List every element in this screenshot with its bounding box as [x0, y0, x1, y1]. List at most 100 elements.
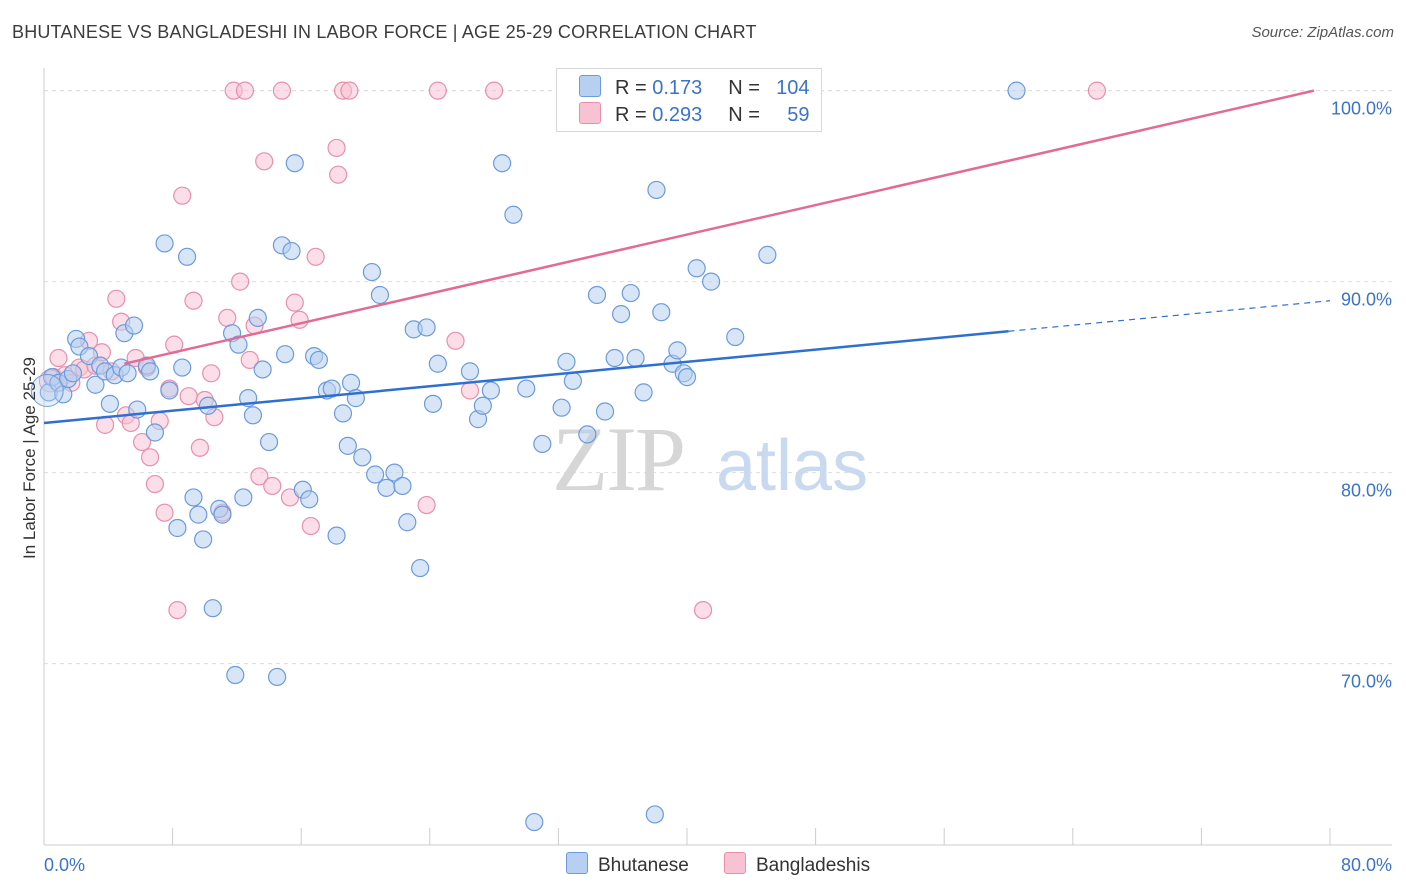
bhutanese-point	[687, 259, 706, 278]
bhutanese-point	[155, 234, 174, 253]
bhutanese-point	[177, 247, 197, 266]
bhutanese-point	[702, 272, 721, 291]
bangladeshis-point	[250, 467, 269, 486]
bangladeshis-trend-line	[124, 89, 1315, 365]
bhutanese-point	[253, 360, 272, 379]
bhutanese-point	[605, 348, 624, 368]
bangladeshis-point	[132, 432, 152, 452]
correlation-legend: R = 0.173 N = 104 R = 0.293 N = 59	[556, 68, 822, 132]
bangladeshis-point	[107, 289, 126, 308]
r-label: R =	[615, 104, 647, 126]
bangladeshis-point	[235, 81, 255, 100]
bhutanese-trend-extension	[1008, 300, 1331, 332]
bhutanese-point	[259, 432, 279, 452]
bhutanese-point	[645, 805, 664, 824]
bhutanese-point	[652, 303, 671, 322]
grid-layer	[44, 90, 1392, 665]
bhutanese-point	[1007, 81, 1026, 100]
bhutanese-point	[243, 406, 263, 425]
bhutanese-point	[229, 335, 248, 354]
bhutanese-point	[160, 381, 179, 400]
bhutanese-point	[668, 341, 687, 360]
bhutanese-point	[234, 488, 253, 507]
bhutanese-point	[578, 425, 597, 444]
bhutanese-point	[338, 436, 357, 455]
bhutanese-point	[626, 348, 645, 368]
bangladeshis-point	[49, 348, 68, 368]
bhutanese-point	[124, 316, 144, 335]
bangladeshis-point	[255, 152, 274, 171]
bhutanese-point	[194, 530, 213, 549]
bhutanese-point	[168, 518, 187, 538]
bhutanese-point	[353, 448, 372, 467]
bangladeshis-point	[263, 476, 282, 496]
r-value: 0.173	[652, 77, 703, 99]
bhutanese-point	[473, 396, 492, 415]
bangladeshis-point	[1087, 81, 1107, 100]
bangladeshis-point	[168, 600, 187, 620]
x-tick-label: 0.0%	[44, 855, 85, 875]
bangladeshis-point	[240, 350, 259, 370]
bhutanese-point	[145, 423, 165, 442]
bhutanese-point	[140, 362, 160, 381]
bhutanese-point	[276, 345, 295, 364]
bhutanese-point	[563, 371, 582, 391]
n-label: N =	[728, 77, 760, 99]
bhutanese-point	[226, 665, 245, 685]
bhutanese-point	[758, 245, 777, 264]
bhutanese-point	[525, 812, 544, 832]
bangladeshis-point	[202, 364, 221, 383]
bhutanese-point	[460, 362, 480, 381]
n-value: 59	[787, 104, 810, 126]
bhutanese-point	[300, 490, 319, 509]
bhutanese-point	[377, 478, 396, 497]
bhutanese-point	[285, 154, 304, 173]
bhutanese-point	[189, 505, 208, 524]
bangladeshis-point	[218, 308, 237, 328]
bhutanese-swatch	[566, 852, 588, 874]
bhutanese-point	[595, 402, 615, 421]
bhutanese-point	[30, 373, 64, 407]
bhutanese-point	[428, 354, 447, 373]
bhutanese-point	[611, 304, 631, 324]
chart-title: BHUTANESE VS BANGLADESHI IN LABOR FORCE …	[12, 22, 757, 42]
bhutanese-point	[552, 398, 571, 417]
bangladeshis-point	[301, 516, 320, 536]
bangladeshis-point	[190, 438, 210, 457]
bhutanese-point	[557, 352, 576, 371]
bhutanese-point	[327, 526, 346, 545]
bangladeshis-swatch	[724, 852, 746, 874]
axis-layer	[43, 68, 1392, 846]
bangladeshis-swatch	[579, 102, 601, 124]
bangladeshis-point	[155, 503, 174, 522]
n-label: N =	[728, 104, 760, 126]
bangladeshis-point	[460, 381, 480, 400]
bhutanese-point	[341, 373, 361, 392]
bhutanese-point	[173, 358, 192, 377]
bhutanese-point	[493, 154, 512, 173]
bhutanese-point	[322, 379, 341, 398]
bhutanese-point	[726, 327, 745, 347]
bhutanese-point	[309, 350, 328, 370]
bhutanese-point	[417, 318, 436, 337]
bangladeshis-point	[693, 600, 713, 620]
watermark-atlas: atlas	[716, 426, 868, 506]
bangladeshis-point	[140, 448, 160, 467]
watermark: ZIP atlas	[552, 408, 868, 510]
bhutanese-point	[621, 283, 640, 303]
bangladeshis-point	[340, 81, 359, 100]
bhutanese-point	[647, 180, 666, 200]
bhutanese-point	[634, 383, 653, 402]
bhutanese-point	[118, 364, 137, 383]
bhutanese-point	[248, 308, 267, 328]
bhutanese-point	[393, 476, 412, 496]
source-credit: Source: ZipAtlas.com	[1251, 24, 1394, 41]
legend-item-bangladeshis[interactable]: Bangladeshis	[724, 852, 870, 877]
bangladeshis-point	[231, 272, 250, 291]
bangladeshis-point	[145, 474, 165, 494]
bangladeshis-point	[184, 291, 203, 310]
legend-item-bhutanese[interactable]: Bhutanese	[566, 852, 689, 877]
bhutanese-point	[533, 434, 552, 454]
bhutanese-point	[366, 465, 385, 484]
